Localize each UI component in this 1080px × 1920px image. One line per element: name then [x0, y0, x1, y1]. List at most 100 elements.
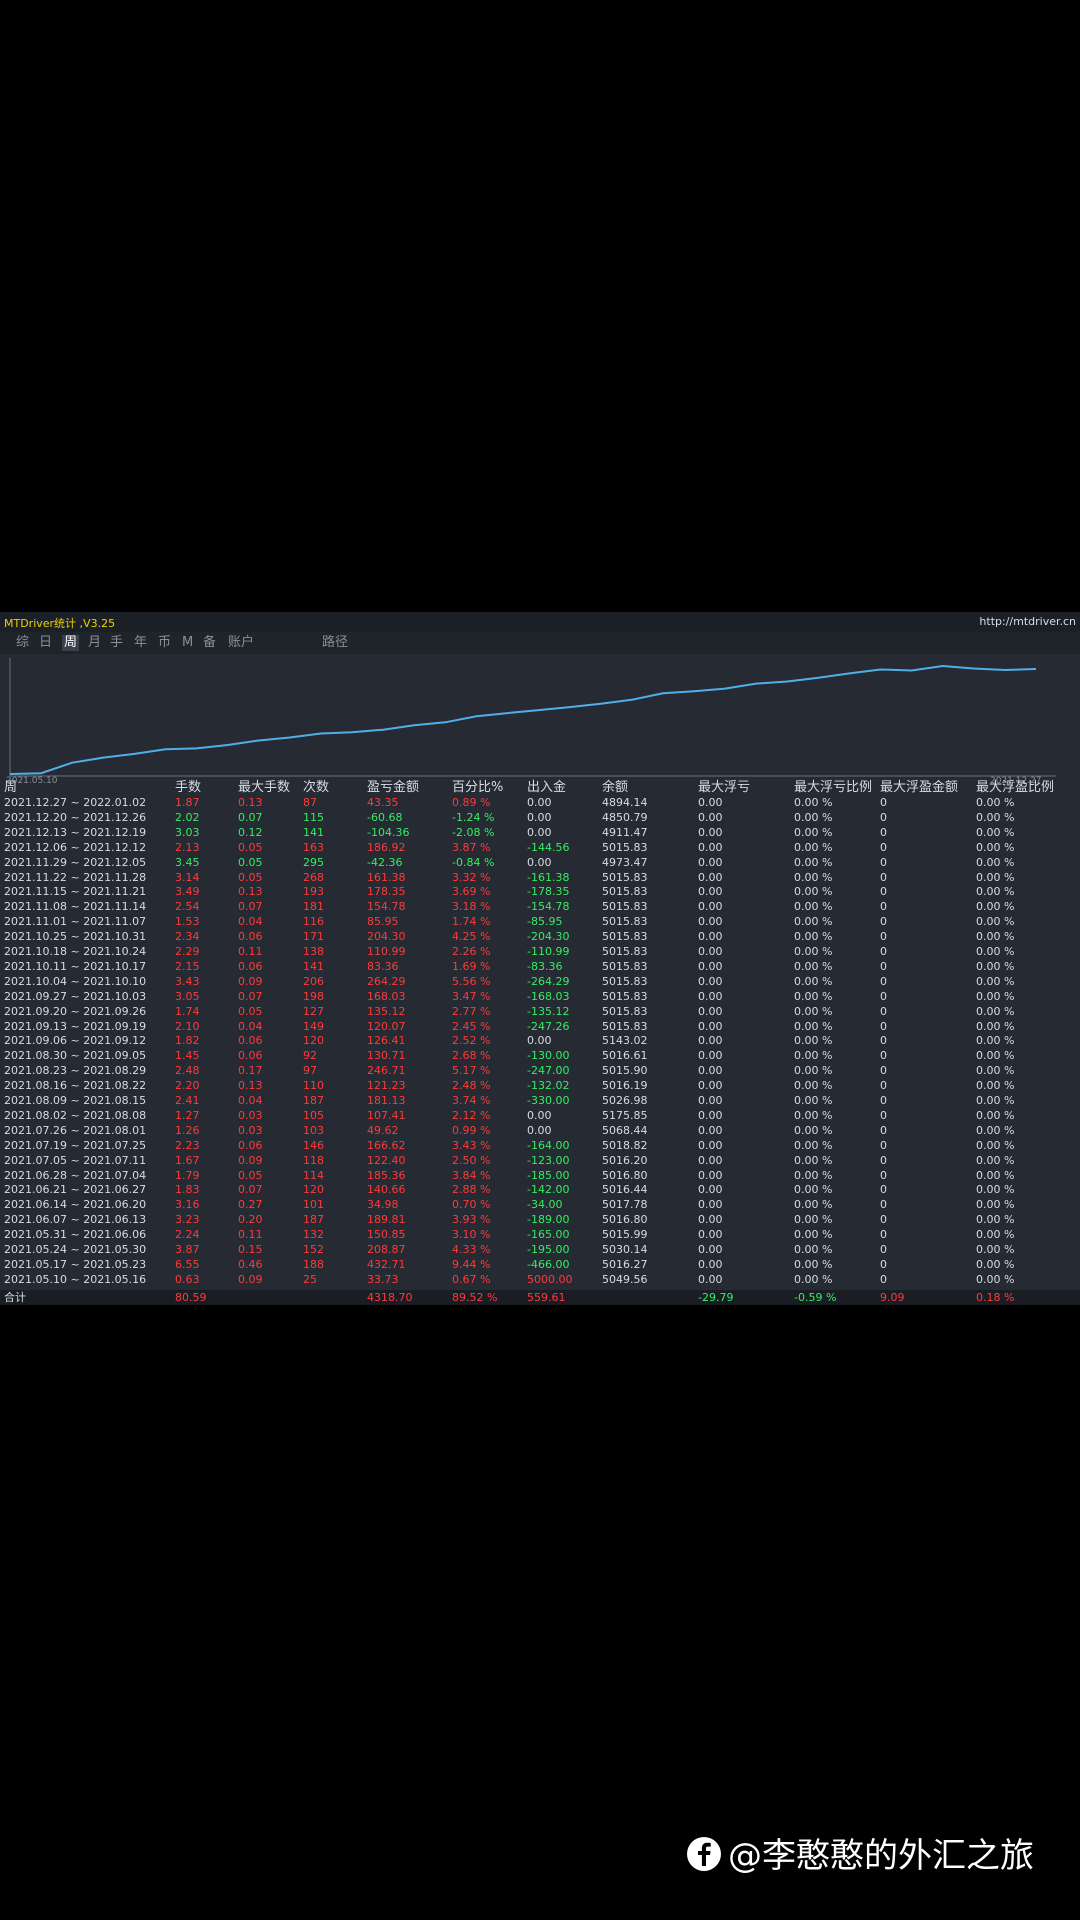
site-url-link[interactable]: http://mtdriver.cn [979, 615, 1076, 628]
table-row[interactable]: 2021.05.17 ~ 2021.05.23 6.55 0.46 188 432.71… [0, 1257, 1080, 1272]
table-row[interactable]: 2021.05.10 ~ 2021.05.16 0.63 0.09 25 33.73 0.… [0, 1272, 1080, 1287]
table-row[interactable]: 2021.08.02 ~ 2021.08.08 1.27 0.03 105 107.41… [0, 1108, 1080, 1123]
column-header-2[interactable]: 最大手数 [238, 780, 291, 795]
table-row[interactable]: 2021.10.04 ~ 2021.10.10 3.43 0.09 206 264.29… [0, 974, 1080, 989]
tab-9[interactable]: 账户 [228, 635, 255, 650]
cell-pnl: 150.85 [367, 1228, 406, 1242]
cell-max_dd_pct: 0.00 % [794, 1183, 833, 1197]
cell-lots: 2.48 [175, 1064, 200, 1078]
cell-max_fp: 0 [880, 1138, 887, 1152]
cell-pct: 4.25 % [452, 930, 491, 944]
cell-balance: 5026.98 [602, 1094, 648, 1107]
tab-1[interactable]: 日 [39, 635, 53, 650]
table-row[interactable]: 2021.10.18 ~ 2021.10.24 2.29 0.11 138 110.99… [0, 944, 1080, 959]
table-row[interactable]: 2021.09.27 ~ 2021.10.03 3.05 0.07 198 168.03… [0, 989, 1080, 1004]
cell-lots: 1.74 [175, 1004, 200, 1018]
cell-max_dd_pct: 0.00 % [794, 885, 833, 899]
cell-count: 115 [303, 810, 324, 824]
table-row[interactable]: 2021.08.23 ~ 2021.08.29 2.48 0.17 97 246.71 5… [0, 1063, 1080, 1078]
cell-max_fp_pct: 0.00 % [976, 885, 1015, 899]
table-row[interactable]: 2021.09.20 ~ 2021.09.26 1.74 0.05 127 135.12… [0, 1004, 1080, 1019]
cell-max_dd: 0.00 [698, 1153, 723, 1167]
cell-pnl: 130.71 [367, 1049, 406, 1063]
table-row[interactable]: 2021.06.28 ~ 2021.07.04 1.79 0.05 114 185.36… [0, 1168, 1080, 1183]
column-header-10[interactable]: 最大浮盈金额 [880, 780, 959, 795]
table-row[interactable]: 2021.11.22 ~ 2021.11.28 3.14 0.05 268 161.38… [0, 870, 1080, 885]
table-row[interactable]: 2021.11.15 ~ 2021.11.21 3.49 0.13 193 178.35… [0, 884, 1080, 899]
table-row[interactable]: 2021.07.19 ~ 2021.07.25 2.23 0.06 146 166.62… [0, 1138, 1080, 1153]
table-row[interactable]: 2021.05.24 ~ 2021.05.30 3.87 0.15 152 208.87… [0, 1242, 1080, 1257]
table-row[interactable]: 2021.06.21 ~ 2021.06.27 1.83 0.07 120 140.66… [0, 1182, 1080, 1197]
column-header-3[interactable]: 次数 [303, 780, 330, 795]
total-pct: 89.52 % [452, 1291, 498, 1304]
cell-lots: 2.34 [175, 930, 200, 944]
cell-max_lots: 0.06 [238, 930, 263, 944]
table-row[interactable]: 2021.07.26 ~ 2021.08.01 1.26 0.03 103 49.62 0… [0, 1123, 1080, 1138]
column-header-9[interactable]: 最大浮亏比例 [794, 780, 873, 795]
cell-max_dd_pct: 0.00 % [794, 1019, 833, 1033]
tab-2[interactable]: 周 [62, 635, 80, 651]
table-row[interactable]: 2021.06.14 ~ 2021.06.20 3.16 0.27 101 34.98 0… [0, 1197, 1080, 1212]
table-row[interactable]: 2021.12.06 ~ 2021.12.12 2.13 0.05 163 186.92… [0, 840, 1080, 855]
cell-pnl: 166.62 [367, 1138, 406, 1152]
cell-max_fp: 0 [880, 900, 887, 914]
column-header-1[interactable]: 手数 [175, 780, 202, 795]
table-row[interactable]: 2021.10.25 ~ 2021.10.31 2.34 0.06 171 204.30… [0, 929, 1080, 944]
cell-pct: 3.69 % [452, 885, 491, 899]
cell-count: 163 [303, 840, 324, 854]
column-header-7[interactable]: 余额 [602, 780, 629, 795]
tab-7[interactable]: M [182, 635, 194, 650]
tab-5[interactable]: 年 [134, 635, 148, 650]
cell-max_dd_pct: 0.00 % [794, 1153, 833, 1167]
cell-week: 2021.10.18 ~ 2021.10.24 [4, 945, 147, 958]
cell-max_dd_pct: 0.00 % [794, 1094, 833, 1107]
cell-io: -135.12 [527, 1004, 570, 1018]
cell-pct: 3.10 % [452, 1228, 491, 1242]
column-header-8[interactable]: 最大浮亏 [698, 780, 751, 795]
cell-max_fp_pct: 0.00 % [976, 1108, 1015, 1122]
cell-max_dd: 0.00 [698, 840, 723, 854]
table-row[interactable]: 2021.08.09 ~ 2021.08.15 2.41 0.04 187 181.13… [0, 1093, 1080, 1108]
table-row[interactable]: 2021.05.31 ~ 2021.06.06 2.24 0.11 132 150.85… [0, 1227, 1080, 1242]
table-row[interactable]: 2021.09.06 ~ 2021.09.12 1.82 0.06 120 126.41… [0, 1033, 1080, 1048]
table-row[interactable]: 2021.09.13 ~ 2021.09.19 2.10 0.04 149 120.07… [0, 1019, 1080, 1034]
table-row[interactable]: 2021.12.20 ~ 2021.12.26 2.02 0.07 115 -60.68… [0, 810, 1080, 825]
table-row[interactable]: 2021.10.11 ~ 2021.10.17 2.15 0.06 141 83.36 1… [0, 959, 1080, 974]
column-header-0[interactable]: 周 [4, 780, 18, 795]
column-header-5[interactable]: 百分比% [452, 780, 504, 795]
column-header-4[interactable]: 盈亏金额 [367, 780, 420, 795]
table-row[interactable]: 2021.08.30 ~ 2021.09.05 1.45 0.06 92 130.71 2… [0, 1048, 1080, 1063]
cell-lots: 1.83 [175, 1183, 200, 1197]
cell-max_lots: 0.06 [238, 1138, 263, 1152]
cell-pct: 2.45 % [452, 1019, 491, 1033]
column-header-11[interactable]: 最大浮盈比例 [976, 780, 1055, 795]
cell-max_dd: 0.00 [698, 1198, 723, 1212]
tab-3[interactable]: 月 [88, 635, 102, 650]
table-row[interactable]: 2021.11.01 ~ 2021.11.07 1.53 0.04 116 85.95 1… [0, 914, 1080, 929]
cell-max_fp_pct: 0.00 % [976, 825, 1015, 839]
table-row[interactable]: 2021.06.07 ~ 2021.06.13 3.23 0.20 187 189.81… [0, 1212, 1080, 1227]
table-row[interactable]: 2021.07.05 ~ 2021.07.11 1.67 0.09 118 122.40… [0, 1153, 1080, 1168]
table-row[interactable]: 2021.08.16 ~ 2021.08.22 2.20 0.13 110 121.23… [0, 1078, 1080, 1093]
column-header-6[interactable]: 出入金 [527, 780, 567, 795]
cell-max_fp_pct: 0.00 % [976, 1213, 1015, 1227]
cell-io: 5000.00 [527, 1272, 573, 1286]
tab-10[interactable]: 路径 [322, 635, 349, 650]
table-row[interactable]: 2021.11.29 ~ 2021.12.05 3.45 0.05 295 -42.36… [0, 855, 1080, 870]
cell-lots: 3.45 [175, 855, 200, 869]
tab-8[interactable]: 备 [203, 635, 217, 650]
tab-0[interactable]: 综 [16, 635, 30, 650]
cell-balance: 5016.61 [602, 1049, 648, 1063]
mtdriver-stats-window: MTDriver统计 ,V3.25 http://mtdriver.cn 综日周… [0, 612, 1080, 1305]
table-row[interactable]: 2021.11.08 ~ 2021.11.14 2.54 0.07 181 154.78… [0, 899, 1080, 914]
tab-6[interactable]: 币 [158, 635, 172, 650]
table-row[interactable]: 2021.12.27 ~ 2022.01.02 1.87 0.13 87 43.35 0.… [0, 795, 1080, 810]
cell-max_fp: 0 [880, 1168, 887, 1182]
tab-4[interactable]: 手 [110, 635, 124, 650]
cell-week: 2021.05.17 ~ 2021.05.23 [4, 1257, 147, 1271]
watermark-text: @李憨憨的外汇之旅 [728, 1836, 1034, 1876]
cell-max_dd: 0.00 [698, 974, 723, 988]
table-row[interactable]: 2021.12.13 ~ 2021.12.19 3.03 0.12 141 -104.3… [0, 825, 1080, 840]
cell-week: 2021.08.02 ~ 2021.08.08 [4, 1108, 147, 1122]
cell-balance: 5015.83 [602, 989, 648, 1003]
